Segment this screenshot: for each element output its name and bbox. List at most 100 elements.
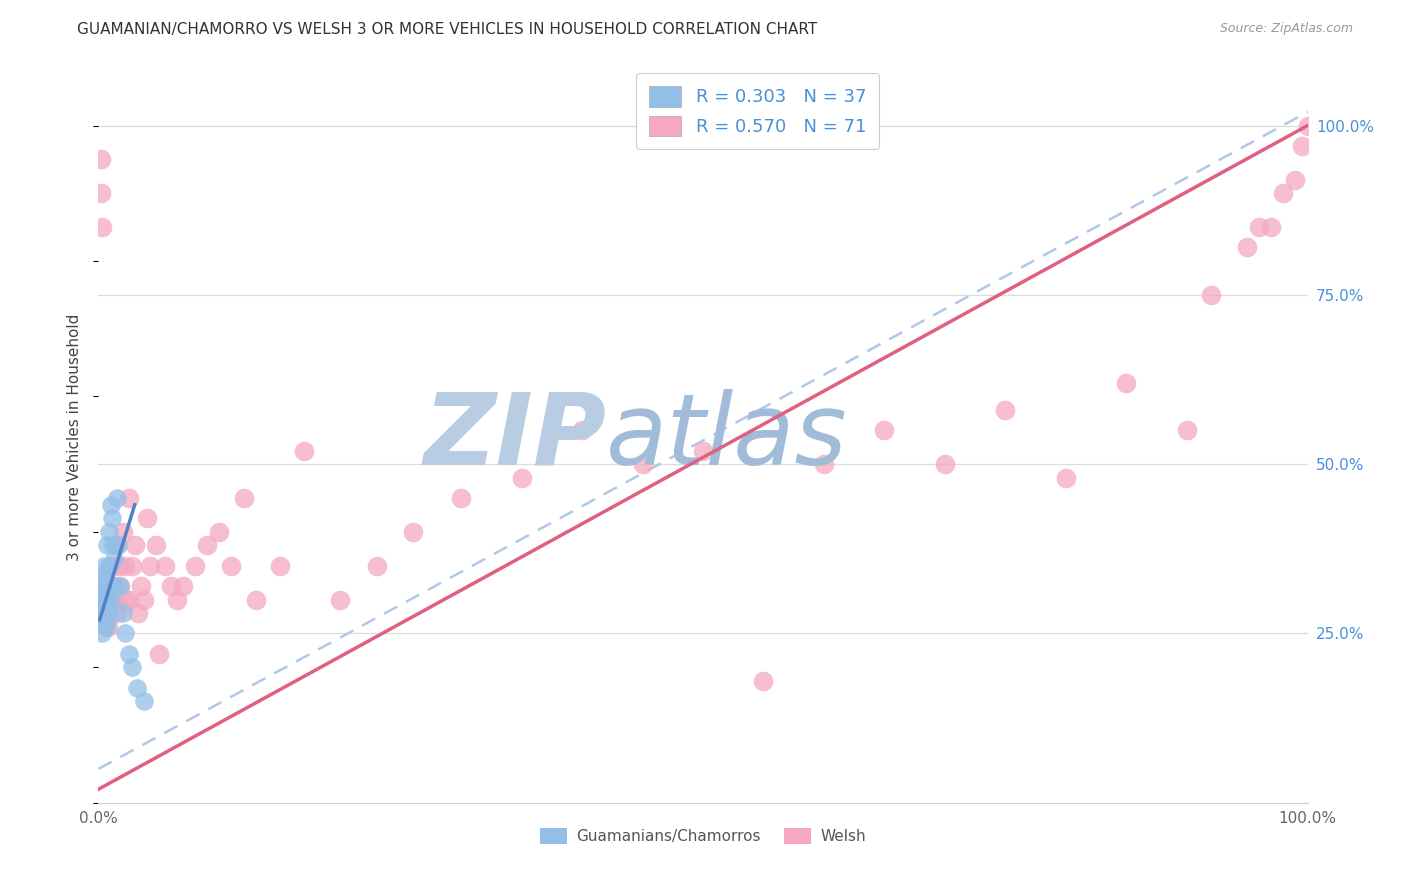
Point	[108, 579, 131, 593]
Point	[90, 153, 112, 167]
Point	[450, 491, 472, 505]
Point	[94, 620, 117, 634]
Text: atlas: atlas	[606, 389, 848, 485]
Point	[98, 558, 121, 573]
Point	[934, 457, 956, 471]
Point	[148, 647, 170, 661]
Point	[105, 491, 128, 505]
Point	[184, 558, 207, 573]
Point	[631, 457, 654, 471]
Point	[91, 626, 114, 640]
Point	[89, 606, 111, 620]
Point	[97, 620, 120, 634]
Point	[1249, 220, 1271, 235]
Point	[108, 558, 131, 573]
Point	[124, 538, 146, 552]
Point	[94, 592, 117, 607]
Point	[96, 613, 118, 627]
Point	[107, 538, 129, 552]
Point	[101, 538, 124, 552]
Point	[91, 592, 114, 607]
Point	[160, 579, 183, 593]
Point	[127, 681, 149, 695]
Point	[91, 613, 114, 627]
Point	[108, 579, 131, 593]
Point	[118, 592, 141, 607]
Y-axis label: 3 or more Vehicles in Household: 3 or more Vehicles in Household	[67, 313, 83, 561]
Text: GUAMANIAN/CHAMORRO VS WELSH 3 OR MORE VEHICLES IN HOUSEHOLD CORRELATION CHART: GUAMANIAN/CHAMORRO VS WELSH 3 OR MORE VE…	[77, 22, 817, 37]
Point	[91, 572, 114, 586]
Point	[134, 694, 156, 708]
Point	[166, 592, 188, 607]
Point	[1291, 139, 1313, 153]
Point	[1260, 220, 1282, 235]
Point	[91, 220, 114, 235]
Point	[366, 558, 388, 573]
Point	[105, 538, 128, 552]
Point	[692, 443, 714, 458]
Point	[145, 538, 167, 552]
Point	[104, 592, 127, 607]
Point	[118, 647, 141, 661]
Point	[1199, 288, 1222, 302]
Point	[98, 524, 121, 539]
Point	[89, 592, 111, 607]
Point	[1296, 119, 1319, 133]
Point	[103, 552, 125, 566]
Point	[91, 613, 114, 627]
Point	[1054, 471, 1077, 485]
Point	[105, 606, 128, 620]
Point	[873, 423, 896, 437]
Point	[135, 511, 157, 525]
Point	[221, 558, 243, 573]
Point	[245, 592, 267, 607]
Point	[93, 606, 115, 620]
Point	[93, 558, 115, 573]
Point	[121, 660, 143, 674]
Text: Source: ZipAtlas.com: Source: ZipAtlas.com	[1219, 22, 1353, 36]
Point	[96, 538, 118, 552]
Point	[91, 592, 114, 607]
Point	[98, 592, 121, 607]
Point	[114, 558, 136, 573]
Point	[90, 186, 112, 201]
Point	[104, 579, 127, 593]
Point	[96, 606, 118, 620]
Point	[172, 579, 194, 593]
Point	[100, 592, 122, 607]
Point	[94, 599, 117, 614]
Point	[91, 599, 114, 614]
Point	[1272, 186, 1295, 201]
Point	[269, 558, 291, 573]
Point	[752, 673, 775, 688]
Point	[1175, 423, 1198, 437]
Point	[100, 558, 122, 573]
Point	[115, 592, 138, 607]
Point	[94, 566, 117, 580]
Point	[93, 579, 115, 593]
Point	[93, 586, 115, 600]
Point	[97, 579, 120, 593]
Point	[232, 491, 254, 505]
Point	[1115, 376, 1137, 390]
Point	[100, 592, 122, 607]
Point	[91, 586, 114, 600]
Point	[813, 457, 835, 471]
Point	[118, 491, 141, 505]
Point	[571, 423, 593, 437]
Point	[100, 511, 122, 525]
Point	[96, 592, 118, 607]
Point	[93, 606, 115, 620]
Point	[127, 606, 149, 620]
Point	[90, 579, 112, 593]
Point	[402, 524, 425, 539]
Point	[121, 558, 143, 573]
Point	[134, 592, 156, 607]
Point	[292, 443, 315, 458]
Point	[111, 606, 134, 620]
Point	[90, 606, 112, 620]
Point	[129, 579, 152, 593]
Point	[994, 403, 1017, 417]
Point	[195, 538, 218, 552]
Point	[1284, 172, 1306, 186]
